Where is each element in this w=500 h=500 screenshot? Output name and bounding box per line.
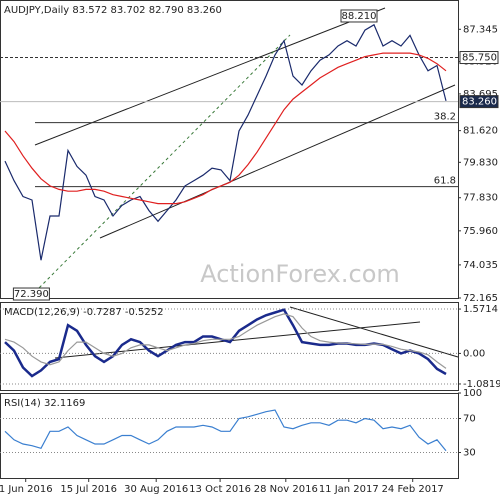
- x-tick-label: 24 Feb 2017: [382, 484, 444, 495]
- panel-title: MACD(12,26,9) -0.7287 -0.5252: [4, 307, 164, 318]
- x-tick-label: 1 Jun 2016: [0, 484, 53, 495]
- fib-label: 61.8: [434, 176, 456, 187]
- y-tick-label: 79.830: [463, 157, 498, 168]
- annotation: 72.390: [14, 289, 49, 300]
- level-box: [459, 51, 499, 65]
- y-tick-label: 1.5714: [463, 304, 498, 315]
- trend-lines: [34, 7, 459, 359]
- panel-title: RSI(14) 32.1169: [4, 398, 85, 409]
- y-tick-label: 77.830: [463, 193, 498, 204]
- panel-title: AUDJPY,Daily 83.572 83.702 82.790 83.260: [4, 5, 222, 16]
- y-tick-label: 70: [463, 414, 476, 425]
- y-tick-label: -1.0819: [463, 379, 500, 390]
- x-tick-label: 30 Aug 2016: [124, 484, 188, 495]
- y-tick-label: 75.960: [463, 226, 498, 237]
- panel-frame: [0, 393, 459, 479]
- y-tick-label: 0.00: [463, 348, 485, 359]
- level-label: 83.260: [462, 97, 497, 108]
- y-tick-label: 100: [463, 388, 482, 399]
- series-line: [4, 52, 447, 205]
- fib-label: 38.2: [434, 112, 456, 123]
- watermark: ActionForex.com: [200, 260, 400, 288]
- y-tick-label: 81.620: [463, 126, 498, 137]
- panel-frame: [0, 302, 459, 391]
- annotation-box: [12, 287, 50, 301]
- x-tick-label: 11 Jan 2017: [319, 484, 379, 495]
- y-tick-label: 87.345: [463, 24, 498, 35]
- series-line: [4, 23, 447, 261]
- x-tick-label: 28 Nov 2016: [254, 484, 318, 495]
- series-line: [4, 409, 447, 452]
- panel-frame: [0, 0, 459, 299]
- level-box: [459, 95, 499, 109]
- y-tick-label: 30: [463, 448, 476, 459]
- level-label: 85.750: [462, 53, 497, 64]
- annotation-box: [340, 9, 378, 23]
- y-tick-label: 83.695: [463, 89, 498, 100]
- x-tick-label: 13 Oct 2016: [189, 484, 251, 495]
- y-tick-label: 74.035: [463, 260, 498, 271]
- series-line: [4, 308, 447, 378]
- x-tick-label: 15 Jul 2016: [60, 484, 117, 495]
- series-line: [4, 313, 447, 369]
- annotation: 88.210: [342, 11, 377, 22]
- y-tick-label: 72.165: [463, 293, 498, 304]
